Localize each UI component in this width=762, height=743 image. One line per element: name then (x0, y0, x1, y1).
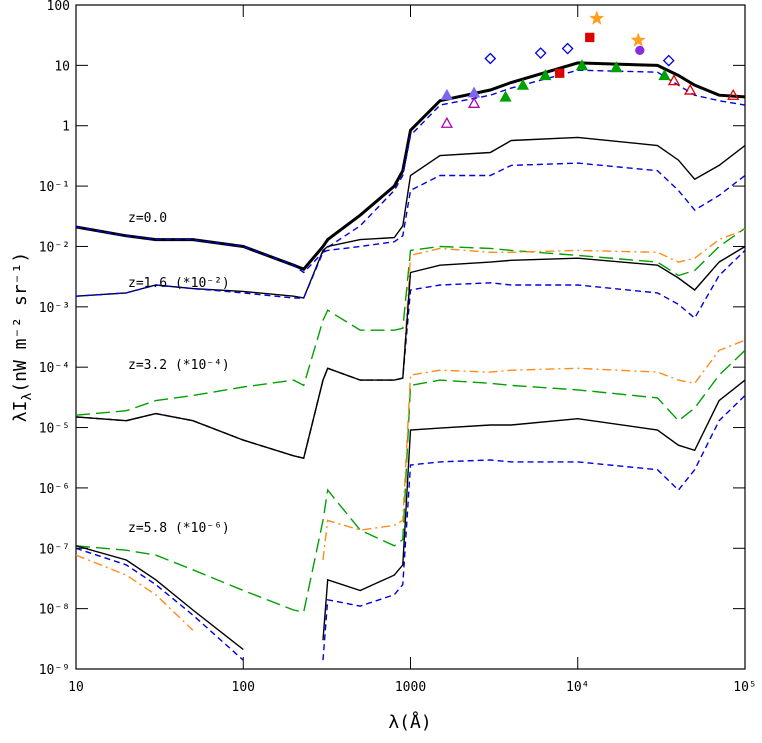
x-tick-label: 1000 (395, 680, 426, 695)
annotation: z=3.2 (*10⁻⁴) (128, 358, 230, 373)
data-point (727, 88, 740, 100)
plot-frame (75, 4, 746, 670)
y-tick-label: 10⁻⁴ (39, 361, 70, 376)
y-tick-label: 10⁻⁶ (39, 482, 70, 497)
y-axis-label: λIλ(nW m⁻² sr⁻¹) (10, 252, 35, 422)
y-tick-label: 10⁻⁹ (39, 663, 70, 678)
data-point (539, 69, 552, 81)
data-point (499, 90, 512, 102)
data-point (467, 86, 481, 98)
data-point (610, 61, 623, 73)
data-point (658, 69, 671, 81)
y-tick-label: 10⁻² (39, 240, 70, 255)
data-point (561, 42, 574, 55)
y-label-sub: λ (20, 393, 35, 401)
data-point (585, 32, 595, 43)
y-tick-label: 10 (54, 59, 70, 74)
y-tick-label: 10⁻⁸ (39, 603, 70, 618)
data-point (484, 52, 497, 65)
data-point (667, 74, 681, 86)
x-tick-label: 10⁵ (733, 680, 756, 695)
series-line (76, 136, 745, 299)
annotation: z=5.8 (*10⁻⁶) (128, 521, 230, 536)
y-label-rest: (nW m⁻² sr⁻¹) (10, 252, 31, 393)
x-tick-label: 10⁴ (566, 680, 589, 695)
data-point (684, 83, 697, 95)
y-tick-label: 10⁻⁷ (39, 542, 70, 557)
plot-area (76, 10, 745, 661)
y-label-main: λI (10, 401, 31, 423)
data-point (440, 116, 453, 128)
series-line (76, 394, 745, 661)
data-point (467, 96, 481, 108)
data-point (555, 68, 565, 78)
y-tick-label: 100 (47, 0, 70, 14)
series-line (76, 349, 745, 613)
series-line (76, 69, 745, 274)
series-line (76, 339, 745, 631)
series-line (76, 162, 745, 299)
series-line (76, 61, 745, 271)
x-tick-label: 100 (232, 680, 255, 695)
annotation: z=0.0 (128, 211, 167, 226)
x-axis-label: λ(Å) (388, 711, 431, 733)
series-line (76, 227, 745, 416)
series-line (76, 379, 745, 651)
data-point (630, 32, 646, 47)
data-point (662, 54, 675, 67)
data-point (575, 59, 589, 71)
annotation: z=1.6 (*10⁻²) (128, 276, 230, 291)
y-tick-label: 10⁻³ (39, 301, 70, 316)
data-point (635, 45, 645, 56)
data-point (516, 78, 530, 90)
series-line (76, 245, 745, 460)
y-tick-label: 10⁻⁵ (39, 422, 70, 437)
y-tick-label: 10⁻¹ (39, 180, 70, 195)
data-point (589, 10, 605, 25)
x-tick-label: 10 (68, 680, 84, 695)
data-point (440, 88, 453, 100)
y-tick-label: 1 (62, 120, 70, 135)
data-point (534, 47, 547, 59)
